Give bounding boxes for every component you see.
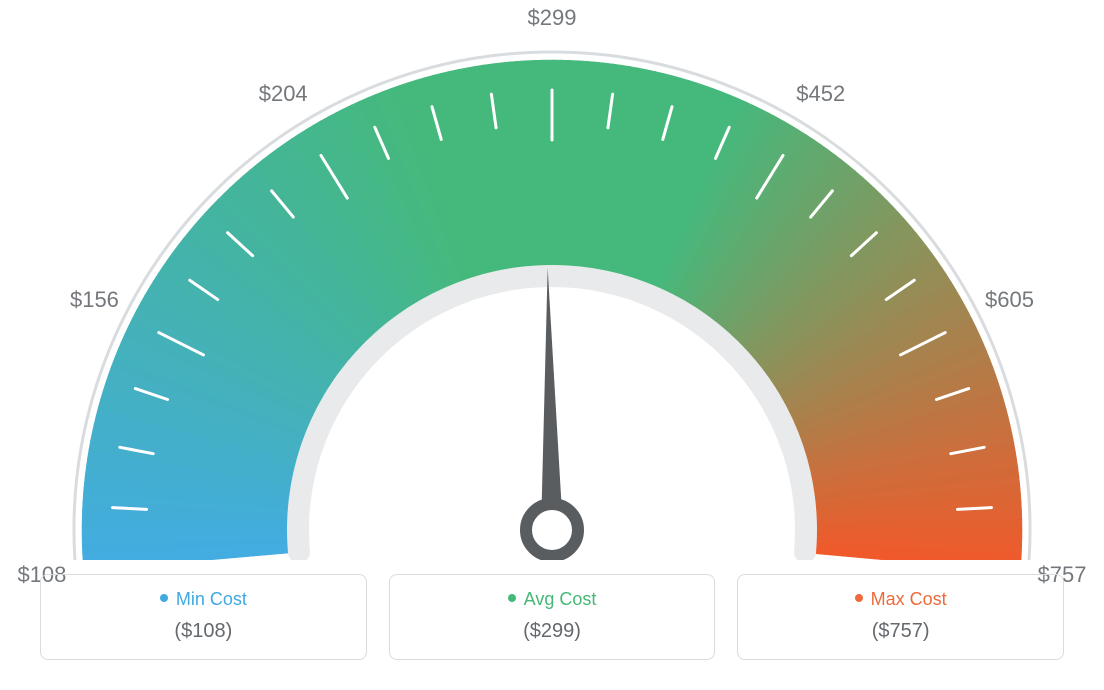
gauge-tick-label: $605 <box>985 287 1034 313</box>
gauge-tick-label: $452 <box>796 81 845 107</box>
gauge-chart: $108$156$204$299$452$605$757 <box>0 0 1104 560</box>
legend-card-min: Min Cost ($108) <box>40 574 367 660</box>
legend-row: Min Cost ($108) Avg Cost ($299) Max Cost… <box>0 574 1104 660</box>
legend-card-avg: Avg Cost ($299) <box>389 574 716 660</box>
legend-value-min: ($108) <box>41 620 366 643</box>
legend-label-avg: Avg Cost <box>390 589 715 610</box>
legend-card-max: Max Cost ($757) <box>737 574 1064 660</box>
legend-label-text: Avg Cost <box>524 589 597 609</box>
legend-value-max: ($757) <box>738 620 1063 643</box>
legend-label-max: Max Cost <box>738 589 1063 610</box>
gauge-tick-label: $299 <box>528 5 577 31</box>
legend-value-avg: ($299) <box>390 620 715 643</box>
gauge-tick-label: $156 <box>70 287 119 313</box>
legend-dot-icon <box>508 594 516 602</box>
gauge-tick-label: $204 <box>259 81 308 107</box>
legend-dot-icon <box>855 594 863 602</box>
legend-label-text: Max Cost <box>871 589 947 609</box>
legend-label-min: Min Cost <box>41 589 366 610</box>
legend-dot-icon <box>160 594 168 602</box>
cost-gauge-infographic: $108$156$204$299$452$605$757 Min Cost ($… <box>0 0 1104 690</box>
legend-label-text: Min Cost <box>176 589 247 609</box>
